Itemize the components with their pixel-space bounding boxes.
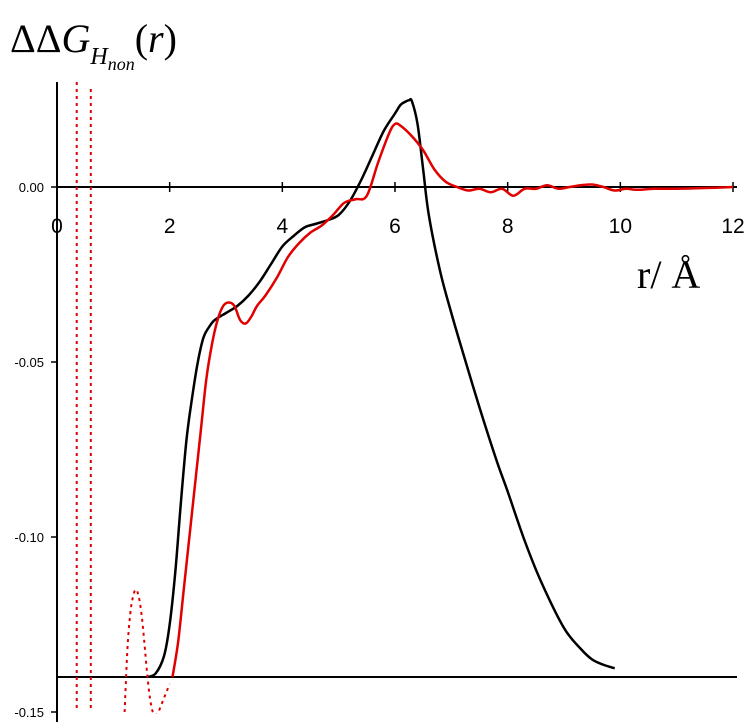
x-tick-label: 10: [609, 215, 632, 238]
y-tick-label: 0.00: [19, 180, 44, 195]
axes: [51, 82, 737, 722]
series-0-line: [146, 97, 616, 679]
x-tick-label: 12: [721, 215, 744, 238]
x-tick-label: 0: [51, 215, 63, 238]
y-axis-title: ΔΔGHnon(r): [10, 16, 177, 74]
series-1-line: [171, 122, 734, 678]
y-tick-label: -0.10: [14, 530, 44, 545]
y-tick-label: -0.15: [14, 705, 44, 720]
curves: [75, 82, 734, 714]
x-tick-label: 2: [164, 215, 176, 238]
x-tick-label: 6: [389, 215, 401, 238]
series-2-dotted-segment-2: [123, 588, 171, 714]
x-axis-title: r/ Å: [637, 252, 700, 297]
tick-labels: 0.00 -0.05 -0.10 -0.15 0 2 4 6 8 10 12: [14, 180, 744, 720]
y-tick-label: -0.05: [14, 355, 44, 370]
x-tick-label: 4: [276, 215, 288, 238]
x-tick-label: 8: [502, 215, 514, 238]
